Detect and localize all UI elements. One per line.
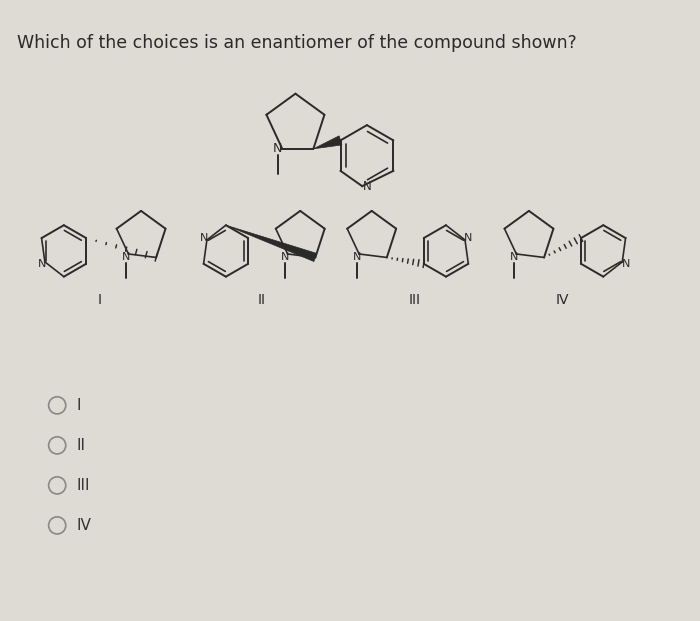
Text: Which of the choices is an enantiomer of the compound shown?: Which of the choices is an enantiomer of… [18, 34, 577, 52]
Text: I: I [76, 398, 80, 413]
Text: N: N [363, 179, 371, 193]
Text: N: N [37, 259, 46, 269]
Text: II: II [76, 438, 85, 453]
Text: IV: IV [76, 518, 91, 533]
Text: IV: IV [556, 294, 569, 307]
Text: N: N [464, 233, 473, 243]
Polygon shape [226, 225, 317, 261]
Text: N: N [273, 142, 282, 155]
Text: II: II [258, 294, 266, 307]
Text: N: N [352, 253, 361, 263]
Text: I: I [98, 294, 102, 307]
Text: N: N [281, 253, 289, 263]
Text: N: N [122, 253, 130, 263]
Text: N: N [199, 233, 208, 243]
Text: N: N [510, 253, 518, 263]
Polygon shape [314, 136, 342, 149]
Text: III: III [409, 294, 421, 307]
Text: N: N [622, 259, 630, 269]
Text: III: III [76, 478, 90, 493]
